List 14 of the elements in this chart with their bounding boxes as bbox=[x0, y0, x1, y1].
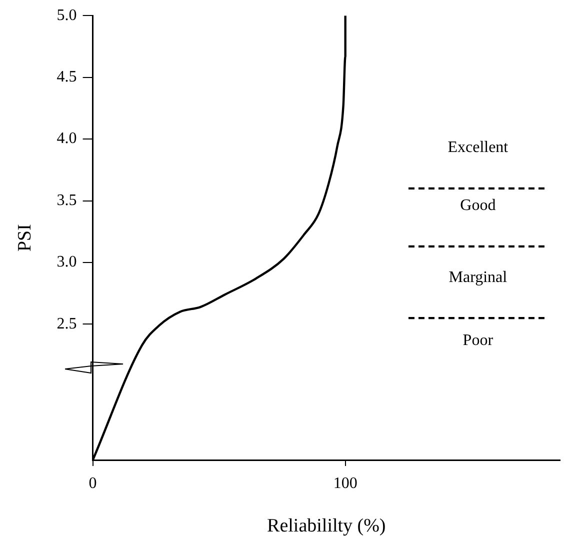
y-tick-label: 2.5 bbox=[56, 315, 77, 332]
annotation: Poor bbox=[462, 332, 494, 350]
x-tick-label: 0 bbox=[88, 474, 97, 492]
annotation: Marginal bbox=[448, 269, 508, 286]
annotation: Excellent bbox=[448, 139, 508, 156]
y-tick-label: 3.0 bbox=[56, 254, 77, 271]
y-tick-label: 3.5 bbox=[56, 192, 77, 209]
annotation: Good bbox=[460, 197, 496, 214]
y-tick-label: 4.0 bbox=[56, 130, 77, 148]
y-axis-title: PSI bbox=[14, 224, 36, 252]
x-tick-label: 100 bbox=[333, 474, 358, 492]
y-tick-label: 5.0 bbox=[56, 6, 77, 24]
x-axis-title: Reliabililty (%) bbox=[267, 516, 386, 537]
y-tick-label: 4.5 bbox=[56, 68, 77, 86]
